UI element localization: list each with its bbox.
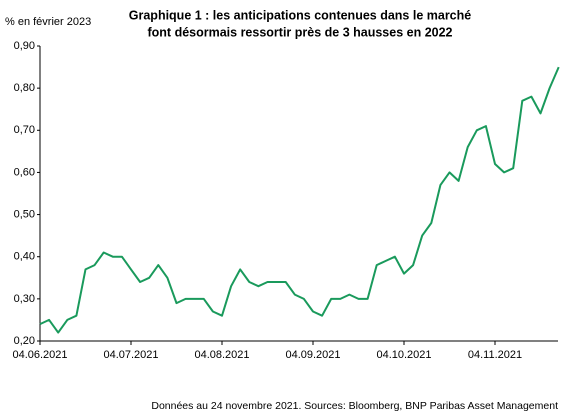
y-tick-label: 0,30	[14, 293, 35, 305]
chart-title: font désormais ressortir près de 3 hauss…	[148, 25, 453, 39]
line-series	[39, 66, 560, 334]
y-tick-label: 0,50	[14, 208, 35, 220]
source-note: Données au 24 novembre 2021. Sources: Bl…	[151, 400, 558, 412]
y-tick-label: 0,20	[14, 335, 35, 347]
x-tick-label: 04.07.2021	[103, 349, 158, 361]
x-tick-label: 04.08.2021	[194, 349, 249, 361]
x-tick-label: 04.09.2021	[285, 349, 340, 361]
y-tick-label: 0,80	[14, 82, 35, 94]
y-tick-label: 0,60	[14, 166, 35, 178]
y-tick-label: 0,40	[14, 251, 35, 263]
x-tick-label: 04.10.2021	[376, 349, 431, 361]
x-tick-label: 04.11.2021	[468, 349, 522, 361]
chart-title: Graphique 1 : les anticipations contenue…	[129, 8, 472, 22]
x-tick-label: 04.06.2021	[12, 349, 67, 361]
y-axis-label: % en février 2023	[5, 16, 91, 28]
y-tick-label: 0,70	[14, 124, 35, 136]
y-tick-label: 0,90	[14, 40, 35, 52]
